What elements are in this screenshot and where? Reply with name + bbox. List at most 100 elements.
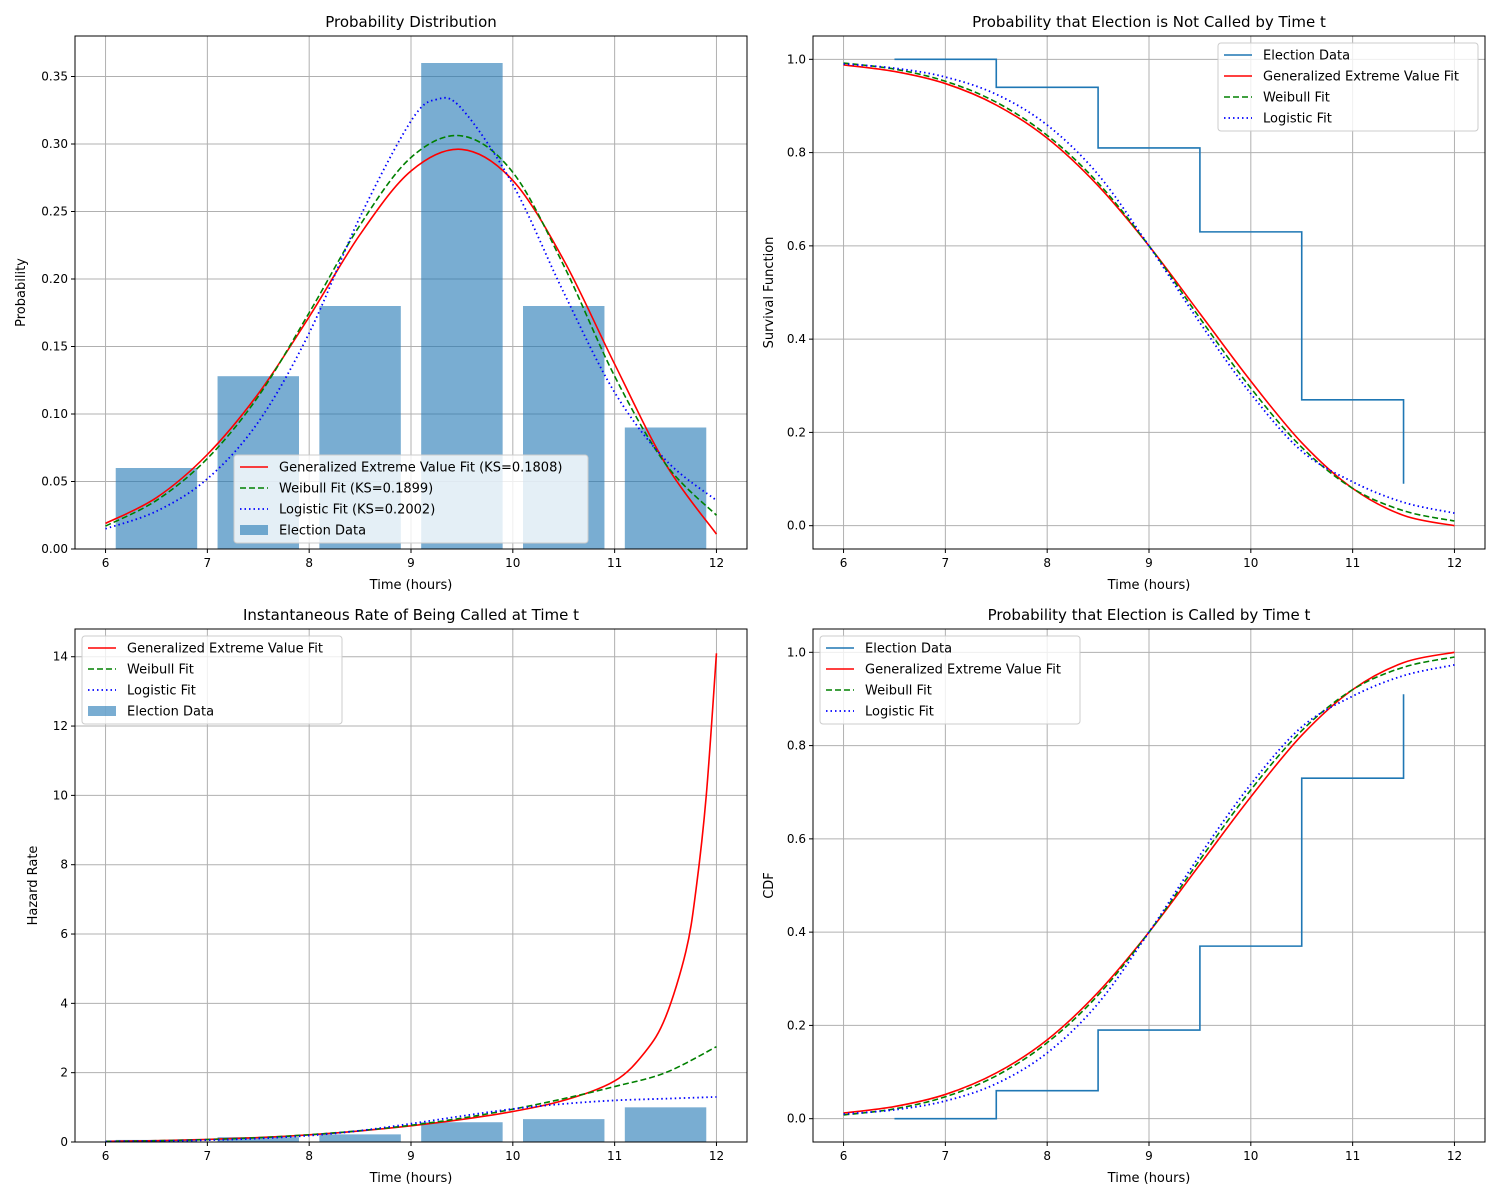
y-tick-label: 0.4 — [787, 332, 806, 346]
x-tick-label: 11 — [607, 556, 622, 570]
bar — [217, 1137, 299, 1142]
legend: Election Data Generalized Extreme Value F… — [819, 635, 1081, 725]
series-line-logistic — [843, 664, 1455, 1115]
y-tick-label: 2 — [60, 1066, 68, 1080]
x-tick-label: 11 — [607, 1149, 622, 1163]
legend-label: Logistic Fit — [865, 705, 934, 720]
bar — [319, 1134, 401, 1142]
y-tick-label: 0.20 — [41, 272, 68, 286]
legend-label: Generalized Extreme Value Fit — [1263, 70, 1459, 85]
bar — [624, 427, 707, 549]
legend-label: Election Data — [865, 642, 952, 657]
x-tick-label: 9 — [407, 556, 415, 570]
legend-label: Election Data — [279, 524, 366, 539]
x-tick-label: 11 — [1345, 556, 1360, 570]
x-axis-label: Time (hours) — [369, 578, 453, 593]
step-line-election-data — [894, 58, 1405, 484]
bar — [115, 468, 198, 549]
legend-label: Election Data — [1263, 49, 1350, 64]
y-tick-label: 6 — [60, 927, 68, 941]
x-axis-label: Time (hours) — [1107, 1171, 1191, 1186]
chart-hazard: 6 7 8 9 10 11 12 0 2 4 6 8 10 12 14 Instantaneous Rate … — [26, 606, 748, 1186]
y-tick-label: 12 — [53, 719, 68, 733]
x-tick-label: 9 — [1145, 1149, 1153, 1163]
series-line-weibull — [105, 134, 718, 527]
y-tick-label: 8 — [60, 858, 68, 872]
y-tick-label: 0 — [60, 1135, 68, 1149]
legend-swatch-bar — [88, 706, 116, 716]
chart-title: Probability that Election is Called by T… — [988, 606, 1311, 624]
y-tick-label: 14 — [53, 650, 68, 664]
y-tick-label: 0.15 — [41, 340, 68, 354]
y-tick-label: 0.35 — [41, 70, 68, 84]
chart-cdf: 6 7 8 9 10 11 12 0.0 0.2 0.4 0.6 0.8 1.0 Probability … — [762, 606, 1486, 1186]
series-line-gev — [105, 148, 718, 535]
x-tick-label: 7 — [942, 556, 950, 570]
y-tick-label: 0.30 — [41, 137, 68, 151]
bar — [624, 1107, 707, 1142]
legend: Election Data Generalized Extreme Value F… — [1217, 42, 1479, 132]
y-axis-label: Survival Function — [762, 237, 777, 349]
x-tick-label: 7 — [942, 1149, 950, 1163]
x-tick-label: 6 — [840, 1149, 848, 1163]
legend-label: Weibull Fit — [127, 663, 194, 678]
y-axis-label: CDF — [762, 872, 777, 899]
x-axis-label: Time (hours) — [1107, 578, 1191, 593]
series-line-logistic — [105, 96, 718, 530]
x-tick-label: 8 — [305, 556, 313, 570]
x-tick-label: 7 — [204, 556, 212, 570]
y-tick-label: 0.05 — [41, 475, 68, 489]
legend-label: Weibull Fit — [1263, 91, 1330, 106]
y-tick-label: 0.25 — [41, 205, 68, 219]
y-tick-label: 0.8 — [787, 146, 806, 160]
legend-label: Logistic Fit — [1263, 112, 1332, 127]
y-axis-label: Probability — [14, 258, 29, 327]
x-tick-label: 6 — [102, 556, 110, 570]
legend-box — [233, 454, 589, 544]
x-tick-label: 10 — [1243, 1149, 1258, 1163]
legend-label: Weibull Fit — [865, 684, 932, 699]
y-tick-label: 0.10 — [41, 407, 68, 421]
series-line-logistic — [105, 1096, 717, 1143]
y-tick-label: 10 — [53, 788, 68, 802]
legend-label: Logistic Fit — [127, 684, 196, 699]
x-tick-label: 12 — [1447, 1149, 1462, 1163]
y-tick-label: 0.2 — [787, 425, 806, 439]
x-tick-label: 9 — [407, 1149, 415, 1163]
y-tick-label: 4 — [60, 996, 68, 1010]
legend: Generalized Extreme Value Fit Weibull Fit… — [81, 635, 343, 725]
x-axis-label: Time (hours) — [369, 1171, 453, 1186]
chart-pdf: 6 7 8 9 10 11 12 0.00 0.05 0.10 0.15 0.20 0.25 0.30 0.… — [14, 13, 748, 593]
series-line-logistic — [843, 63, 1455, 514]
y-tick-label: 0.6 — [787, 239, 806, 253]
y-tick-label: 0.4 — [787, 925, 806, 939]
chart-title: Instantaneous Rate of Being Called at Ti… — [243, 606, 579, 624]
x-tick-label: 11 — [1345, 1149, 1360, 1163]
y-tick-label: 0.0 — [787, 519, 806, 533]
legend-label: Generalized Extreme Value Fit (KS=0.1808… — [279, 461, 562, 476]
step-line-election-data — [894, 694, 1405, 1120]
legend-label: Generalized Extreme Value Fit — [865, 663, 1061, 678]
y-tick-label: 1.0 — [787, 52, 806, 66]
x-tick-label: 7 — [204, 1149, 212, 1163]
series-line-weibull — [105, 1045, 717, 1143]
y-axis-label: Hazard Rate — [26, 846, 41, 926]
x-tick-label: 6 — [840, 556, 848, 570]
legend-label: Generalized Extreme Value Fit — [127, 642, 323, 657]
chart-survival: 6 7 8 9 10 11 12 0.0 0.2 0.4 0.6 0.8 1.0 Probability … — [762, 13, 1486, 593]
x-tick-label: 10 — [505, 1149, 520, 1163]
legend-box — [1217, 42, 1479, 132]
x-tick-label: 9 — [1145, 556, 1153, 570]
x-tick-label: 8 — [305, 1149, 313, 1163]
y-tick-label: 0.6 — [787, 832, 806, 846]
legend-box — [819, 635, 1081, 725]
legend: Generalized Extreme Value Fit (KS=0.1808… — [233, 454, 589, 544]
bar — [523, 1119, 605, 1142]
y-tick-label: 0.2 — [787, 1018, 806, 1032]
x-tick-label: 8 — [1043, 556, 1051, 570]
x-tick-label: 12 — [709, 1149, 724, 1163]
x-tick-label: 6 — [102, 1149, 110, 1163]
legend-label: Logistic Fit (KS=0.2002) — [279, 503, 435, 518]
